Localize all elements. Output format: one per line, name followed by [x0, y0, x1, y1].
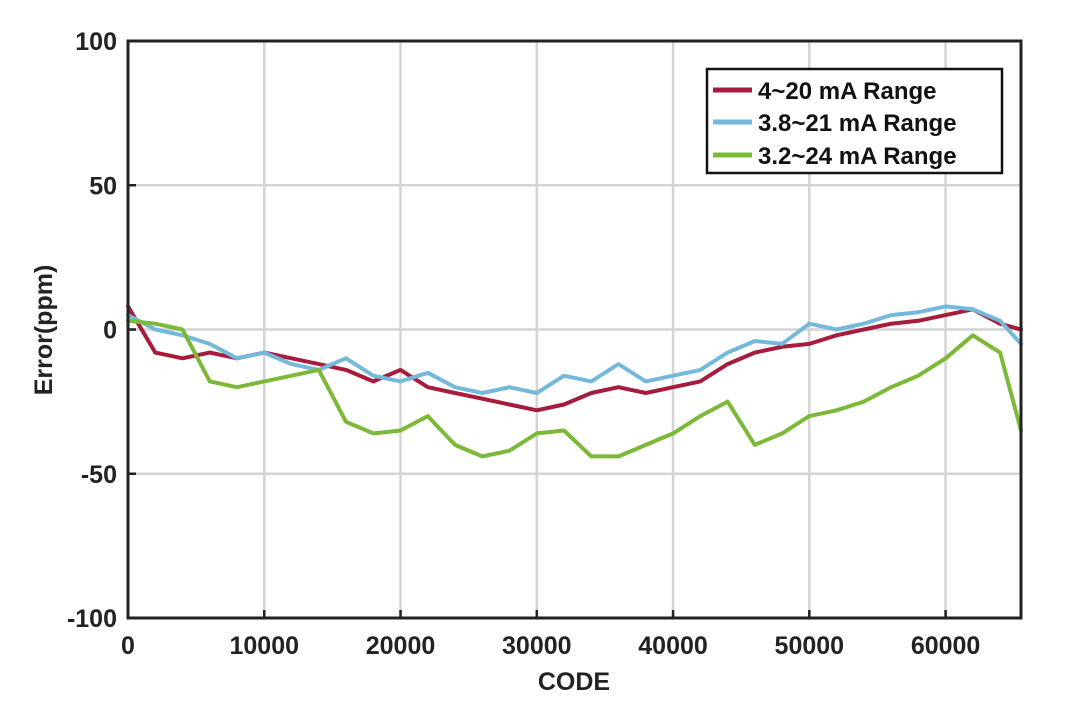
series-line-1: [126, 304, 1023, 395]
x-tick-label: 50000: [775, 632, 845, 660]
legend: 4~20 mA Range 3.8~21 mA Range 3.2~24 mA …: [705, 67, 1004, 175]
plot-series: [126, 304, 1023, 459]
x-tick-label: 30000: [502, 632, 572, 660]
y-tick-label: -100: [67, 605, 117, 633]
x-tick-label: 40000: [638, 632, 708, 660]
y-tick-label: 50: [89, 172, 117, 200]
series-line-2: [126, 318, 1023, 459]
x-tick-label: 0: [121, 632, 135, 660]
y-tick-label: 0: [103, 317, 117, 345]
x-tick-label: 60000: [911, 632, 981, 660]
series-line-0: [126, 304, 1023, 413]
y-axis-title: Error(ppm): [30, 265, 58, 396]
legend-box: [705, 67, 1004, 175]
y-axis-ticks: -100 -50 0 50 100: [67, 28, 136, 633]
legend-label-3-2-24ma: 3.2~24 mA Range: [758, 143, 957, 170]
x-axis-ticks: 0 10000 20000 30000 40000 50000 60000: [121, 610, 980, 660]
legend-label-4-20ma: 4~20 mA Range: [758, 78, 937, 105]
y-tick-label: -50: [81, 461, 117, 489]
legend-label-3-8-21ma: 3.8~21 mA Range: [758, 110, 957, 137]
x-tick-label: 10000: [229, 632, 299, 660]
y-tick-label: 100: [75, 28, 117, 56]
x-axis-title: CODE: [538, 668, 610, 696]
x-tick-label: 20000: [366, 632, 436, 660]
grid-lines: [128, 41, 1021, 618]
